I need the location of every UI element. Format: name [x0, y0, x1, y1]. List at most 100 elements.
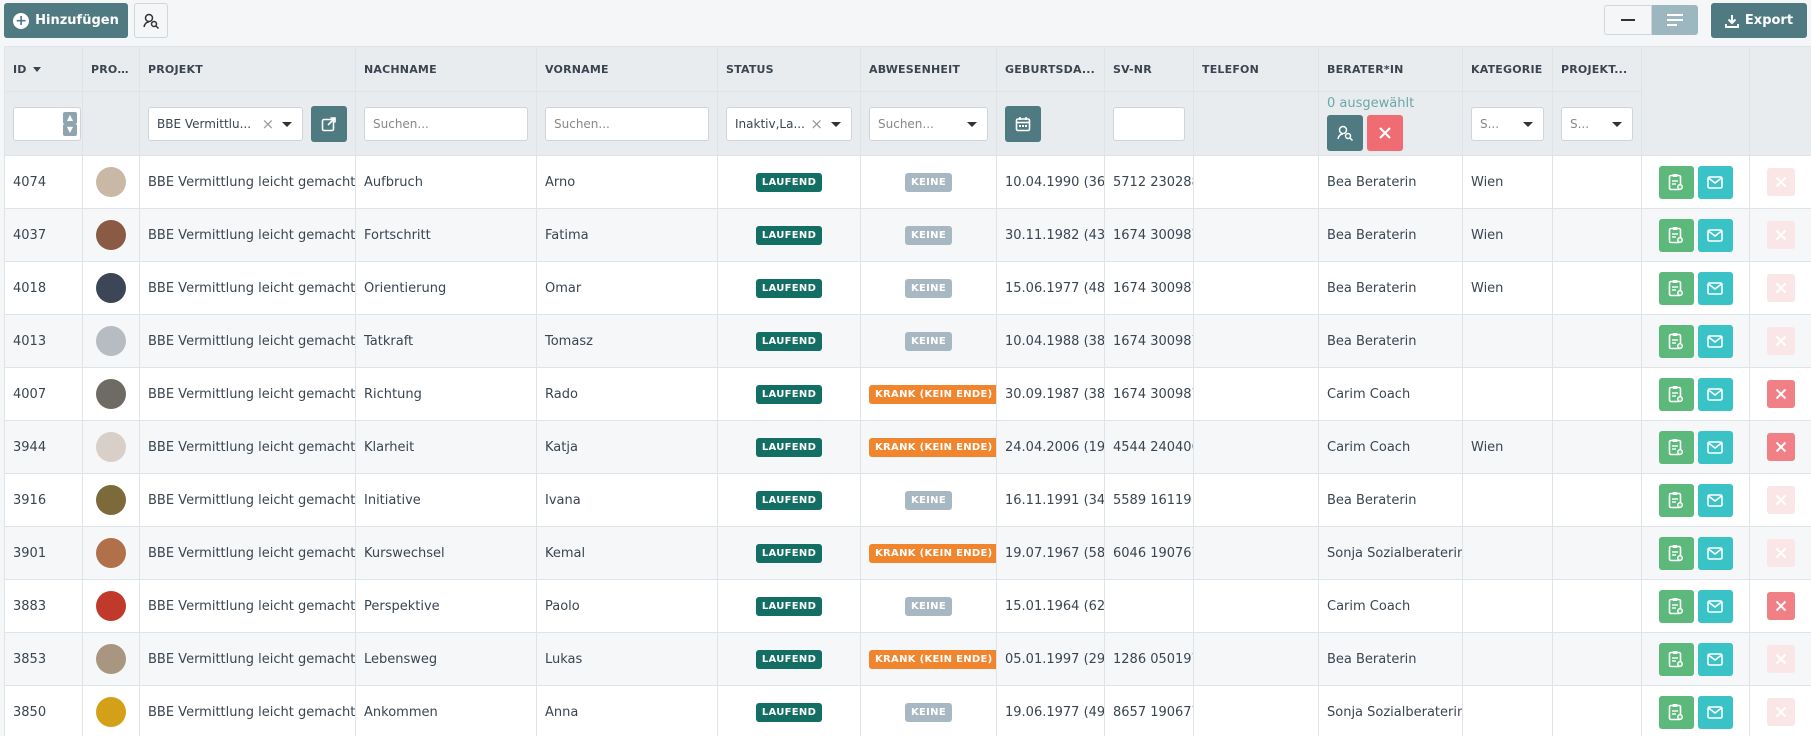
add-entry-button[interactable] — [1658, 483, 1694, 517]
status-badge: LAUFEND — [755, 278, 823, 298]
add-entry-button[interactable] — [1658, 536, 1694, 570]
send-mail-button[interactable] — [1697, 695, 1733, 729]
table-row[interactable]: 3901 BBE Vermittlung leicht gemacht Kurswe… — [4, 526, 1811, 580]
compact-view-button[interactable] — [1604, 5, 1652, 35]
clear-icon[interactable]: × — [261, 114, 275, 133]
export-button[interactable]: Export — [1711, 3, 1807, 38]
cell-birthdate: 24.04.2006 (19) — [996, 420, 1105, 474]
avatar[interactable] — [96, 273, 126, 303]
send-mail-button[interactable] — [1697, 430, 1733, 464]
date-picker-button[interactable] — [1005, 105, 1041, 142]
spin-up-icon[interactable]: ▲ — [63, 111, 77, 124]
avatar[interactable] — [96, 220, 126, 250]
clear-icon[interactable]: × — [810, 114, 823, 133]
delete-button[interactable] — [1766, 433, 1795, 461]
column-header-firstname[interactable]: VORNAME — [536, 46, 718, 92]
column-header-category[interactable]: KATEGORIE — [1462, 46, 1553, 92]
add-entry-button[interactable] — [1658, 218, 1694, 252]
column-header-status[interactable]: STATUS — [717, 46, 861, 92]
svnr-filter-input[interactable] — [1113, 106, 1185, 141]
filter-profile — [82, 91, 140, 156]
send-mail-button[interactable] — [1697, 165, 1733, 199]
cell-absence: KEINE — [860, 579, 997, 633]
avatar[interactable] — [96, 644, 126, 674]
avatar[interactable] — [96, 379, 126, 409]
send-mail-button[interactable] — [1697, 589, 1733, 623]
column-header-phone[interactable]: TELEFON — [1193, 46, 1319, 92]
column-header-svnr[interactable]: SV-NR — [1104, 46, 1194, 92]
column-header-project2[interactable]: PROJEKT... — [1552, 46, 1642, 92]
add-entry-button[interactable] — [1658, 165, 1694, 199]
column-header-absence[interactable]: ABWESENHEIT — [860, 46, 997, 92]
send-mail-button[interactable] — [1697, 218, 1733, 252]
table-row[interactable]: 3944 BBE Vermittlung leicht gemacht Klarhe… — [4, 420, 1811, 474]
chevron-down-icon — [1523, 121, 1533, 127]
delete-button — [1766, 486, 1795, 514]
table-row[interactable]: 3883 BBE Vermittlung leicht gemacht Perspe… — [4, 579, 1811, 633]
project-filter-select[interactable]: BBE Vermittlu... × — [148, 106, 304, 141]
add-entry-button[interactable] — [1658, 642, 1694, 676]
table-row[interactable]: 4013 BBE Vermittlung leicht gemacht Tatkra… — [4, 314, 1811, 368]
table-row[interactable]: 4074 BBE Vermittlung leicht gemacht Aufbru… — [4, 155, 1811, 209]
delete-button[interactable] — [1766, 380, 1795, 408]
status-badge: LAUFEND — [755, 384, 823, 404]
delete-button — [1766, 327, 1795, 355]
avatar[interactable] — [96, 432, 126, 462]
cell-category — [1462, 314, 1553, 368]
cell-firstname: Ivana — [536, 473, 718, 527]
cell-lastname: Lebensweg — [355, 632, 537, 686]
add-entry-button[interactable] — [1658, 377, 1694, 411]
clear-advisor-button[interactable] — [1367, 115, 1403, 151]
search-user-button[interactable] — [134, 3, 168, 38]
column-header-advisor[interactable]: BERATER*IN — [1318, 46, 1463, 92]
open-external-button[interactable] — [311, 105, 347, 142]
add-entry-button[interactable] — [1658, 430, 1694, 464]
send-mail-button[interactable] — [1697, 271, 1733, 305]
table-row[interactable]: 3916 BBE Vermittlung leicht gemacht Initia… — [4, 473, 1811, 527]
avatar[interactable] — [96, 538, 126, 568]
cell-lastname: Initiative — [355, 473, 537, 527]
avatar[interactable] — [96, 591, 126, 621]
table-row[interactable]: 4018 BBE Vermittlung leicht gemacht Orient… — [4, 261, 1811, 315]
avatar[interactable] — [96, 485, 126, 515]
column-header-id[interactable]: ID — [4, 46, 83, 92]
add-entry-button[interactable] — [1658, 589, 1694, 623]
add-button[interactable]: + Hinzufügen — [4, 3, 128, 38]
table-row[interactable]: 3850 BBE Vermittlung leicht gemacht Ankomm… — [4, 685, 1811, 736]
table-row[interactable]: 4007 BBE Vermittlung leicht gemacht Richtu… — [4, 367, 1811, 421]
send-mail-button[interactable] — [1697, 324, 1733, 358]
column-header-project[interactable]: PROJEKT — [139, 46, 356, 92]
avatar[interactable] — [96, 167, 126, 197]
table-row[interactable]: 3853 BBE Vermittlung leicht gemacht Lebens… — [4, 632, 1811, 686]
send-mail-button[interactable] — [1697, 483, 1733, 517]
column-header-birthdate[interactable]: GEBURTSDA... — [996, 46, 1105, 92]
select-advisor-button[interactable] — [1327, 115, 1363, 151]
add-entry-button[interactable] — [1658, 695, 1694, 729]
cell-actions — [1641, 685, 1750, 736]
lastname-search-input[interactable]: Suchen... — [364, 106, 528, 141]
status-filter-select[interactable]: Inaktiv,La... × — [726, 106, 852, 141]
category-filter-select[interactable]: S... — [1471, 106, 1544, 141]
table-row[interactable]: 4037 BBE Vermittlung leicht gemacht Fortsc… — [4, 208, 1811, 262]
send-mail-button[interactable] — [1697, 536, 1733, 570]
send-mail-button[interactable] — [1697, 642, 1733, 676]
absence-filter-select[interactable]: Suchen... — [869, 106, 988, 141]
avatar[interactable] — [96, 326, 126, 356]
expanded-view-button[interactable] — [1652, 5, 1698, 35]
chevron-down-icon — [831, 121, 841, 127]
spin-down-icon[interactable]: ▼ — [63, 123, 77, 136]
id-filter-input[interactable]: ▲ ▼ — [13, 106, 81, 141]
cell-svnr: 6046 190767 — [1104, 526, 1194, 580]
column-header-lastname[interactable]: NACHNAME — [355, 46, 537, 92]
firstname-search-input[interactable]: Suchen... — [545, 106, 709, 141]
send-mail-button[interactable] — [1697, 377, 1733, 411]
column-header-profile[interactable]: PROFI... — [82, 46, 140, 92]
add-entry-button[interactable] — [1658, 324, 1694, 358]
cell-birthdate: 10.04.1988 (38) — [996, 314, 1105, 368]
cell-project2 — [1552, 261, 1642, 315]
add-entry-button[interactable] — [1658, 271, 1694, 305]
project2-filter-select[interactable]: S... — [1561, 106, 1633, 141]
delete-button[interactable] — [1766, 592, 1795, 620]
cell-firstname: Lukas — [536, 632, 718, 686]
avatar[interactable] — [96, 697, 126, 727]
